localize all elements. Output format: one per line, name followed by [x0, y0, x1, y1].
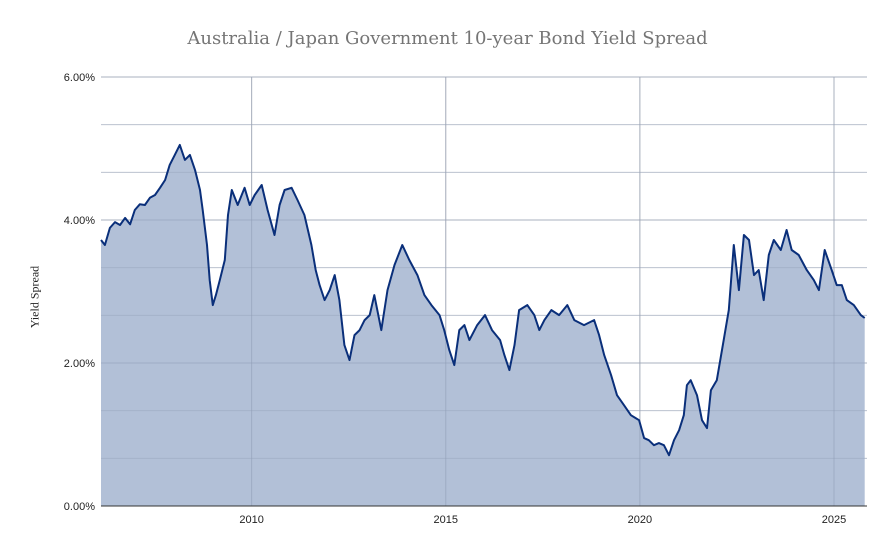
y-tick-label: 4.00%	[64, 215, 95, 227]
y-tick-label: 6.00%	[64, 72, 95, 84]
series-area	[101, 144, 865, 506]
y-tick-label: 0.00%	[64, 501, 95, 513]
x-tick-label: 2015	[434, 514, 458, 526]
y-ticks: 0.00% 2.00% 4.00% 6.00%	[64, 72, 95, 513]
series-line	[100, 143, 866, 457]
x-tick-label: 2025	[822, 514, 846, 526]
chart-title: Australia / Japan Government 10-year Bon…	[187, 28, 708, 49]
x-tick-label: 2020	[628, 514, 652, 526]
x-ticks: 2010 2015 2020 2025	[239, 514, 846, 526]
y-tick-label: 2.00%	[64, 358, 95, 370]
x-tick-label: 2010	[239, 514, 263, 526]
